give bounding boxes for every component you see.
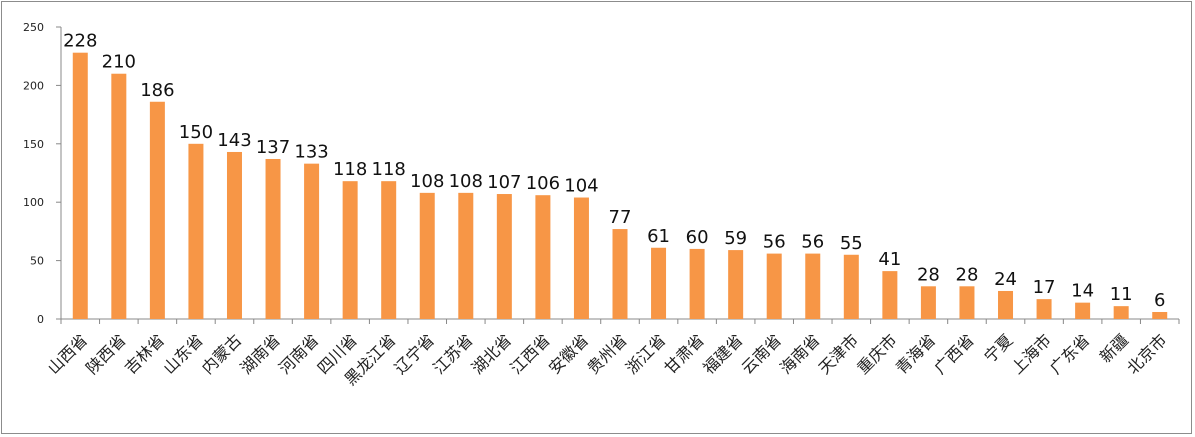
bar [188, 143, 204, 319]
data-label: 11 [1110, 284, 1133, 305]
data-label: 59 [724, 228, 747, 249]
bar [111, 73, 127, 319]
x-tick-label: 北京市 [1123, 330, 1170, 377]
bar [728, 250, 744, 319]
bar [651, 247, 667, 319]
x-tick-label: 湖南省 [236, 330, 283, 377]
bar [612, 229, 628, 319]
x-tick-label: 甘肃省 [661, 330, 708, 377]
x-tick-label: 海南省 [776, 330, 823, 377]
data-label: 118 [333, 159, 367, 180]
x-tick-label: 辽宁省 [391, 330, 438, 377]
data-label: 28 [956, 264, 979, 285]
data-label: 60 [686, 227, 709, 248]
bar [766, 253, 782, 319]
y-tick-label: 150 [23, 138, 44, 151]
y-tick-label: 50 [30, 255, 44, 268]
bar [920, 286, 936, 319]
bar [265, 158, 281, 319]
x-tick-label: 云南省 [738, 330, 785, 377]
data-label: 55 [840, 233, 863, 254]
bar [342, 181, 358, 319]
x-tick-label: 天津市 [815, 330, 862, 377]
data-label: 41 [878, 249, 901, 270]
data-label: 210 [102, 52, 136, 73]
bar [1152, 311, 1168, 319]
bar [72, 52, 88, 320]
data-label: 133 [294, 142, 328, 163]
x-tick-label: 福建省 [699, 330, 746, 377]
x-tick-label: 上海市 [1008, 330, 1055, 377]
x-tick-label: 河南省 [275, 330, 322, 377]
data-label: 24 [994, 269, 1017, 290]
x-tick-label: 湖北省 [468, 330, 515, 377]
x-tick-label: 江西省 [506, 330, 553, 377]
bar [226, 151, 242, 319]
bar [381, 181, 397, 319]
data-label: 106 [526, 173, 560, 194]
x-tick-label: 广西省 [930, 330, 977, 377]
y-tick-label: 0 [37, 313, 44, 326]
data-label: 108 [410, 171, 444, 192]
data-label: 17 [1033, 277, 1056, 298]
x-tick-label: 青海省 [892, 330, 939, 377]
y-tick-label: 100 [23, 196, 44, 209]
data-label: 104 [564, 176, 598, 197]
data-label: 150 [179, 122, 213, 143]
data-label: 77 [609, 207, 632, 228]
bar [573, 197, 589, 319]
bar [304, 163, 320, 319]
data-label: 186 [140, 80, 174, 101]
x-tick-label: 陕西省 [82, 330, 129, 377]
bar [882, 271, 898, 319]
bar [959, 286, 975, 319]
bar [998, 290, 1014, 319]
x-tick-label: 安徽省 [545, 330, 592, 377]
data-label: 107 [487, 172, 521, 193]
y-tick-label: 200 [23, 79, 44, 92]
bar [689, 248, 705, 319]
data-label: 28 [917, 264, 940, 285]
x-tick-label: 内蒙古 [198, 330, 245, 377]
data-label: 56 [763, 232, 786, 253]
data-label: 14 [1071, 281, 1094, 302]
data-label: 228 [63, 31, 97, 52]
x-tick-label: 浙江省 [622, 330, 669, 377]
data-label: 108 [449, 171, 483, 192]
x-tick-label: 广东省 [1046, 330, 1093, 377]
x-tick-label: 山西省 [44, 330, 91, 377]
data-label: 118 [372, 159, 406, 180]
bar [843, 254, 859, 319]
x-tick-label: 重庆市 [853, 330, 900, 377]
bar [1075, 302, 1091, 319]
bar [1036, 299, 1052, 319]
data-label: 6 [1154, 290, 1165, 311]
bar [419, 192, 435, 319]
bar [805, 253, 821, 319]
y-tick-label: 250 [23, 21, 44, 34]
bar [1113, 306, 1129, 319]
data-label: 56 [801, 232, 824, 253]
x-tick-label: 吉林省 [121, 330, 168, 377]
x-tick-label: 山东省 [159, 330, 206, 377]
x-tick-label: 江苏省 [429, 330, 476, 377]
data-label: 137 [256, 137, 290, 158]
x-tick-label: 贵州省 [583, 330, 630, 377]
bar [149, 101, 165, 319]
data-label: 61 [647, 226, 670, 247]
bar [496, 194, 512, 319]
bar [458, 192, 474, 319]
data-label: 143 [217, 130, 251, 151]
bar [535, 195, 551, 319]
